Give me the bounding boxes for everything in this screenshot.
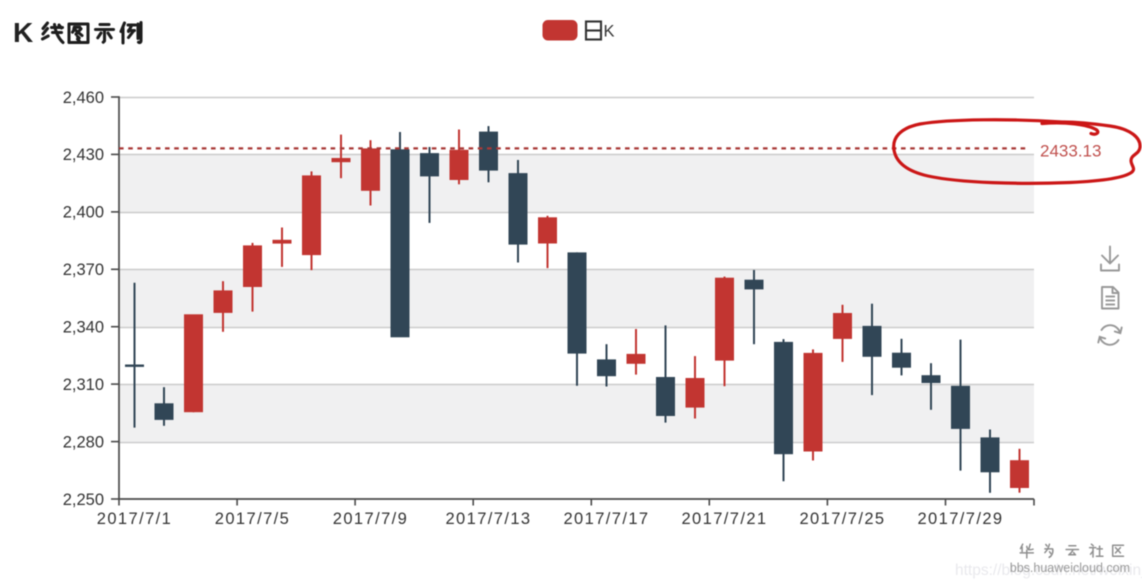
svg-text:2,400: 2,400 <box>63 204 104 222</box>
svg-text:K: K <box>604 23 615 41</box>
svg-text:2,310: 2,310 <box>63 376 104 394</box>
svg-text:bbs.huaweicloud.com: bbs.huaweicloud.com <box>1010 561 1130 575</box>
svg-text:2,370: 2,370 <box>63 261 104 279</box>
svg-text:2,340: 2,340 <box>63 319 104 337</box>
svg-text:2017/7/9: 2017/7/9 <box>333 510 408 528</box>
svg-text:2017/7/29: 2017/7/29 <box>917 510 1003 528</box>
svg-text:2,460: 2,460 <box>63 89 104 107</box>
svg-text:2017/7/5: 2017/7/5 <box>215 510 290 528</box>
svg-text:2433.13: 2433.13 <box>1040 141 1101 160</box>
svg-text:2017/7/1: 2017/7/1 <box>97 510 172 528</box>
svg-text:K: K <box>13 17 33 48</box>
svg-text:2017/7/13: 2017/7/13 <box>445 510 531 528</box>
svg-text:2,250: 2,250 <box>63 491 104 509</box>
svg-text:https://blog.csdn.net/weixin_4: https://blog.csdn.net/weixin_43 <box>955 562 1142 579</box>
svg-text:2,280: 2,280 <box>63 433 104 451</box>
svg-text:2017/7/21: 2017/7/21 <box>681 510 767 528</box>
svg-text:2,430: 2,430 <box>63 146 104 164</box>
svg-text:2017/7/25: 2017/7/25 <box>799 510 885 528</box>
svg-text:2017/7/17: 2017/7/17 <box>563 510 649 528</box>
